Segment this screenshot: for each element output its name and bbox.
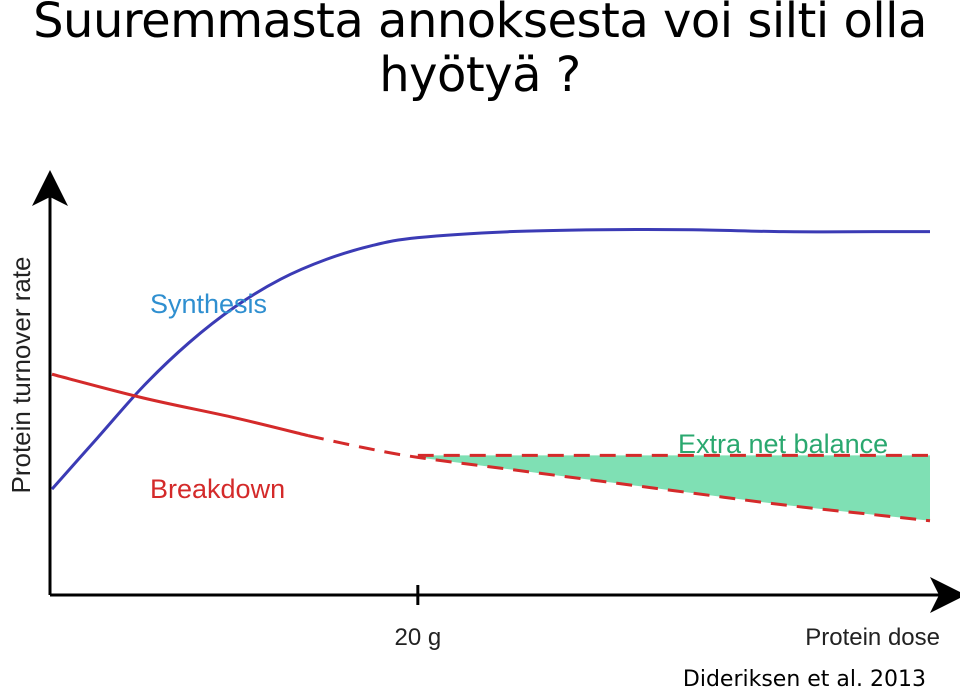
slide-title: Suuremmasta annoksesta voi silti olla hy…	[0, 0, 960, 102]
breakdown-line-solid	[51, 372, 309, 438]
synthesis-line	[50, 227, 930, 491]
extra-net-balance-region	[417, 455, 930, 521]
extra-net-balance-label: Extra net balance	[678, 429, 888, 459]
x-tick-label: 20 g	[394, 624, 441, 651]
y-axis-label: Protein turnover rate	[6, 256, 36, 493]
x-axis-label: Protein dose	[805, 624, 940, 651]
citation: Dideriksen et al. 2013	[682, 667, 926, 692]
slide-title-line2: hyötyä ?	[379, 47, 581, 103]
chart-area: 20 g Synthesis Breakdown Extra net balance P…	[0, 170, 960, 660]
breakdown-label: Breakdown	[150, 474, 285, 504]
protein-turnover-chart: 20 g Synthesis Breakdown Extra net balance P…	[6, 170, 960, 651]
breakdown-line-dashed	[307, 434, 931, 523]
slide-title-line1: Suuremmasta annoksesta voi silti olla	[33, 0, 927, 49]
synthesis-label: Synthesis	[150, 289, 267, 319]
